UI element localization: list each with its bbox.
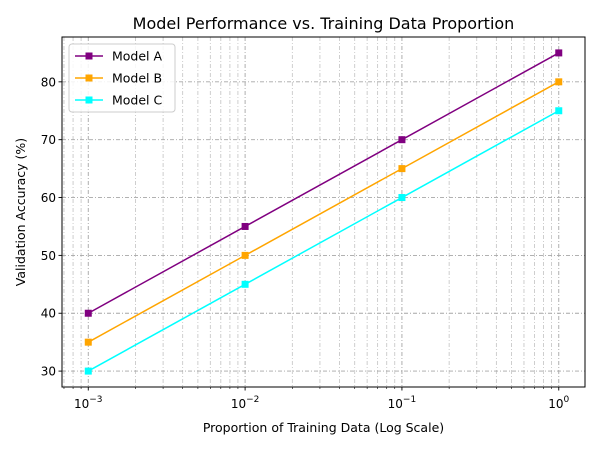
data-point-model-b bbox=[555, 78, 563, 86]
series-line-model-b bbox=[87, 81, 560, 343]
data-point-model-a bbox=[241, 222, 249, 230]
x-tick-label: 10−3 bbox=[74, 395, 103, 411]
data-point-model-c bbox=[555, 107, 563, 115]
series-line-model-c bbox=[87, 110, 560, 372]
x-tick-label: 10−1 bbox=[388, 395, 417, 411]
series-line-model-a bbox=[87, 52, 560, 314]
data-point-model-c bbox=[241, 280, 249, 288]
series-lines bbox=[84, 49, 563, 375]
y-tick-label: 40 bbox=[41, 307, 56, 321]
chart-title: Model Performance vs. Training Data Prop… bbox=[133, 14, 515, 33]
legend: Model A Model B Model C bbox=[68, 43, 176, 113]
grid-lines bbox=[62, 37, 585, 387]
legend-label-model-a: Model A bbox=[112, 49, 163, 64]
axis-ticks: 10−3 10−2 10−1 100 30 40 50 60 70 80 bbox=[41, 75, 570, 411]
y-tick-label: 30 bbox=[41, 365, 56, 379]
data-point-model-b bbox=[241, 251, 249, 259]
data-point-model-a bbox=[555, 49, 563, 57]
data-point-model-b bbox=[398, 165, 406, 173]
y-tick-label: 60 bbox=[41, 191, 56, 205]
plot-frame bbox=[61, 36, 586, 388]
legend-label-model-c: Model C bbox=[112, 93, 163, 108]
data-point-model-b bbox=[84, 338, 92, 346]
x-tick-label: 10−2 bbox=[231, 395, 260, 411]
x-tick-label: 100 bbox=[548, 395, 569, 411]
data-point-model-c bbox=[84, 367, 92, 375]
y-tick-label: 70 bbox=[41, 133, 56, 147]
y-tick-label: 50 bbox=[41, 249, 56, 263]
legend-marker-model-c bbox=[85, 96, 93, 104]
legend-marker-model-a bbox=[85, 52, 93, 60]
data-point-model-a bbox=[398, 136, 406, 144]
legend-box bbox=[68, 43, 176, 113]
legend-marker-model-b bbox=[85, 74, 93, 82]
x-axis-label: Proportion of Training Data (Log Scale) bbox=[203, 420, 444, 435]
y-axis-label: Validation Accuracy (%) bbox=[13, 138, 28, 286]
data-point-model-a bbox=[84, 309, 92, 317]
data-point-model-c bbox=[398, 194, 406, 202]
legend-label-model-b: Model B bbox=[112, 71, 162, 86]
y-tick-label: 80 bbox=[41, 75, 56, 89]
